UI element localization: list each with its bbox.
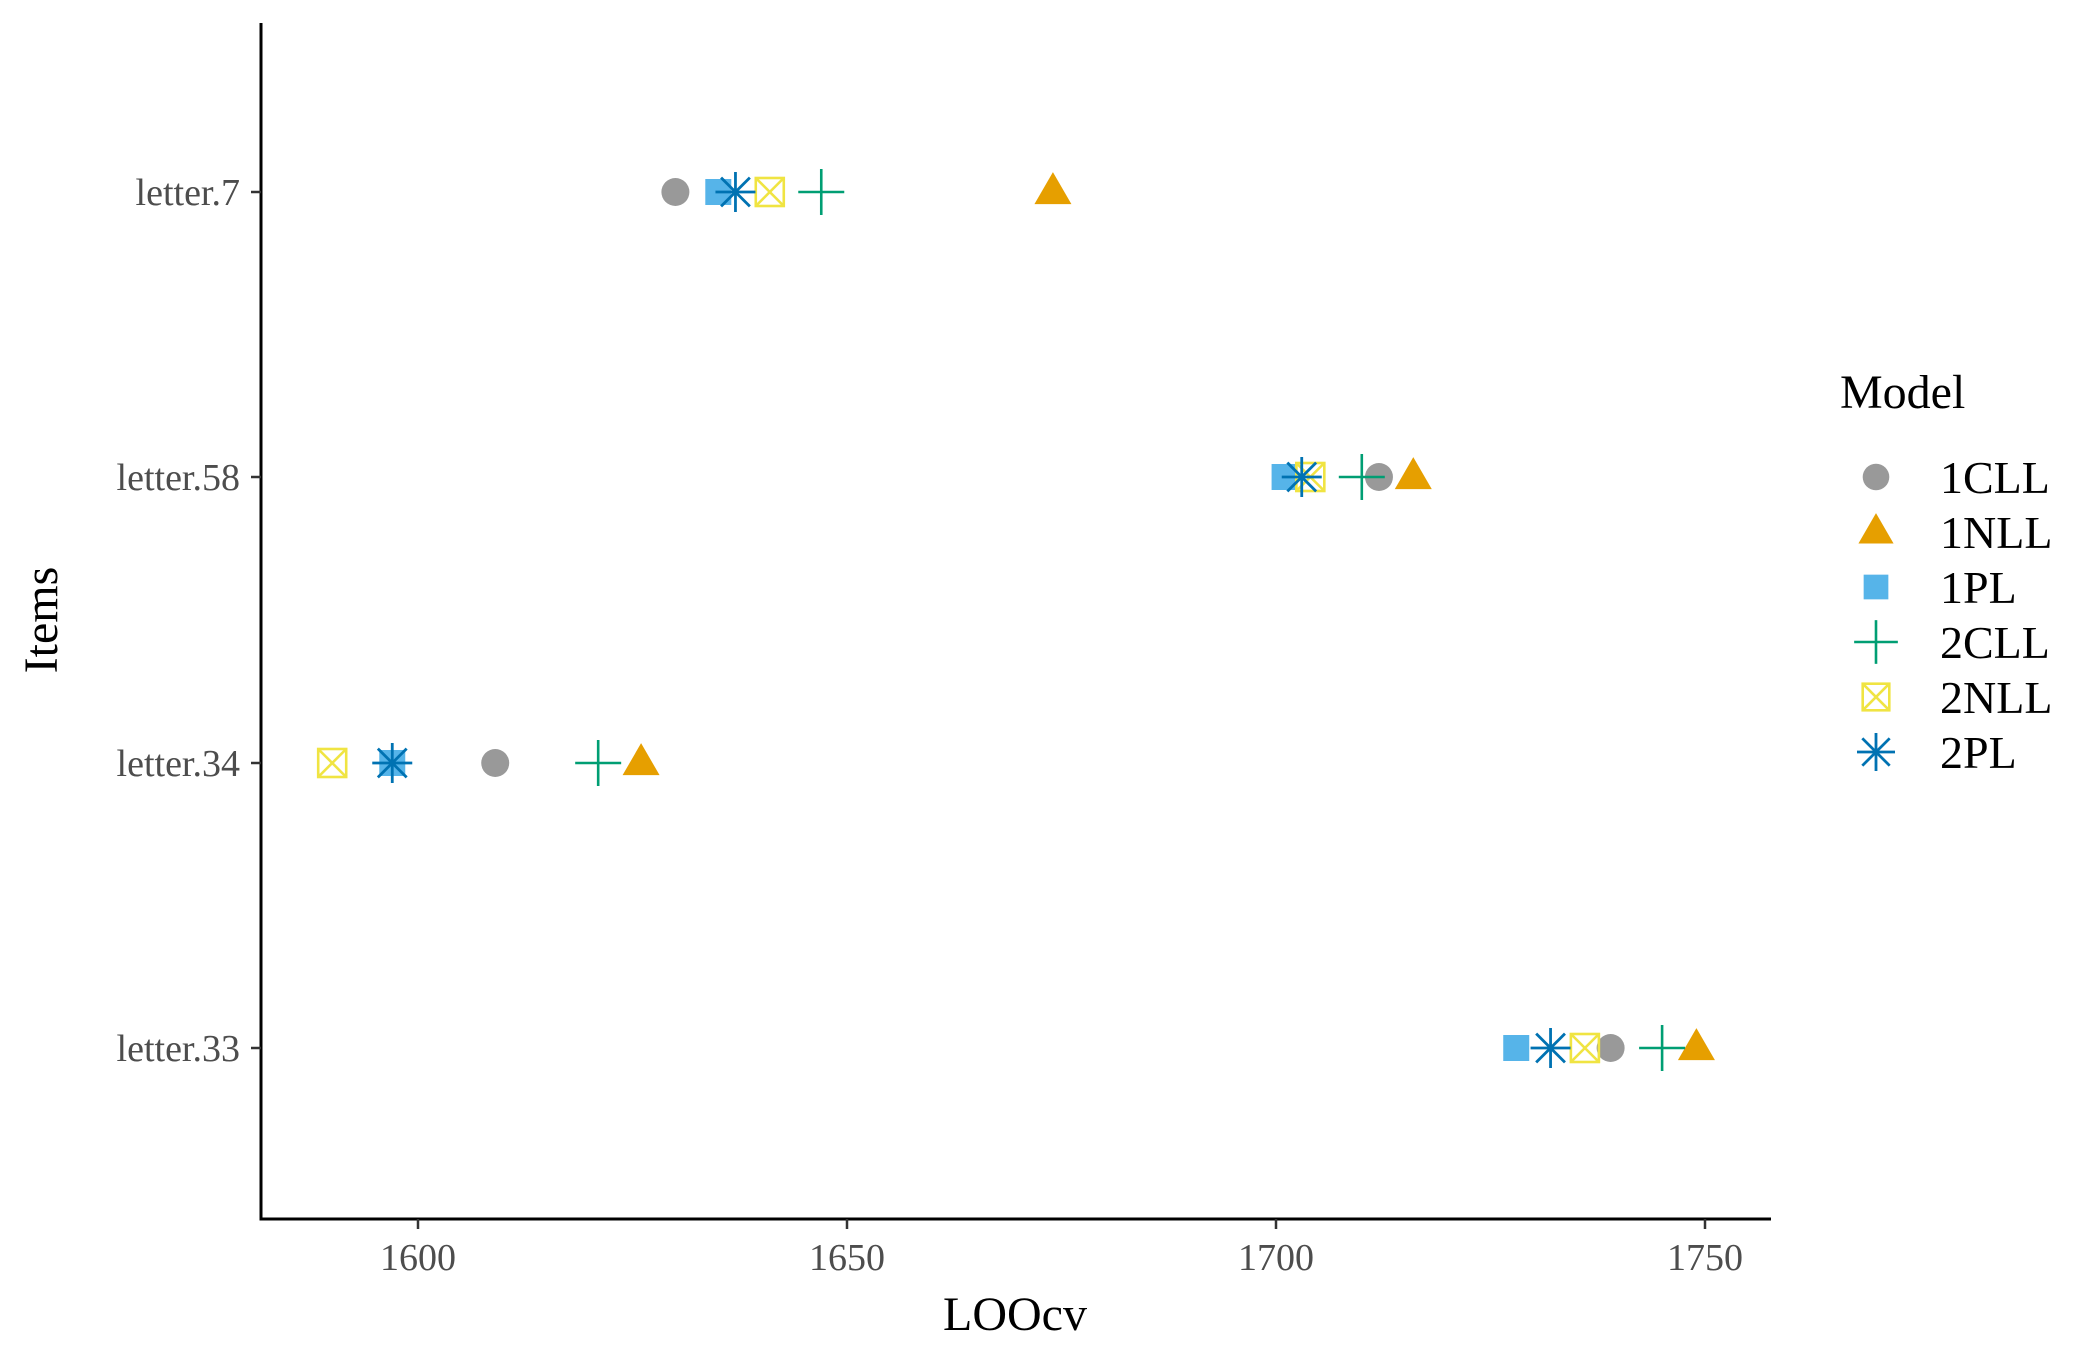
y-ticks: letter.7 letter.58 letter.34 letter.33 xyxy=(117,172,261,1070)
point-2PL-letter.33 xyxy=(1530,1028,1571,1068)
legend-label: 1CLL xyxy=(1940,452,2050,503)
legend-label: 2PL xyxy=(1940,727,2017,778)
point-2NLL-letter.33 xyxy=(1569,1032,1601,1064)
x-axis-title: LOOcv xyxy=(943,1288,1087,1341)
legend-item: 2NLL xyxy=(1861,672,2052,723)
point-2PL-letter.58 xyxy=(1281,457,1322,497)
legend-key-2CLL xyxy=(1854,620,1898,664)
point-1CLL-letter.7 xyxy=(661,178,690,206)
x-tick-label: 1750 xyxy=(1667,1237,1743,1279)
point-1NLL-letter.33 xyxy=(1677,1028,1715,1061)
point-1PL-letter.33 xyxy=(1503,1035,1530,1061)
y-tick-label: letter.7 xyxy=(136,172,240,214)
point-1NLL-letter.7 xyxy=(1034,172,1072,205)
x-ticks: 1600 1650 1700 1750 xyxy=(380,1219,1743,1279)
point-1NLL-letter.34 xyxy=(622,743,660,776)
x-tick-label: 1600 xyxy=(380,1237,456,1279)
legend-item: 2PL xyxy=(1857,727,2017,778)
legend-key-1CLL xyxy=(1862,463,1890,491)
axes xyxy=(259,23,1771,1221)
legend-label: 1PL xyxy=(1940,562,2017,613)
point-2NLL-letter.34 xyxy=(316,747,348,779)
point-2CLL-letter.33 xyxy=(1639,1025,1686,1071)
y-tick-label: letter.58 xyxy=(117,457,240,499)
point-2CLL-letter.7 xyxy=(798,169,845,215)
legend-title: Model xyxy=(1840,366,1965,419)
y-tick-label: letter.34 xyxy=(117,743,240,785)
legend-key-2PL xyxy=(1857,733,1895,771)
legend-key-1PL xyxy=(1863,574,1889,600)
legend-key-1NLL xyxy=(1858,513,1894,544)
point-2CLL-letter.34 xyxy=(575,740,622,786)
legend-item: 1CLL xyxy=(1862,452,2050,503)
legend-key-2NLL xyxy=(1861,682,1891,712)
point-2CLL-letter.58 xyxy=(1338,454,1385,500)
legend-item: 1PL xyxy=(1863,562,2017,613)
point-2PL-letter.34 xyxy=(372,743,413,783)
point-1CLL-letter.34 xyxy=(481,749,510,777)
legend-item: 1NLL xyxy=(1858,507,2052,558)
point-2PL-letter.7 xyxy=(715,172,756,212)
y-axis-title: Items xyxy=(15,567,68,674)
y-tick-label: letter.33 xyxy=(117,1028,240,1070)
data-points xyxy=(316,169,1715,1071)
point-1NLL-letter.58 xyxy=(1394,457,1432,490)
legend-label: 1NLL xyxy=(1940,507,2052,558)
x-tick-label: 1650 xyxy=(809,1237,885,1279)
point-2NLL-letter.7 xyxy=(754,176,786,208)
point-1CLL-letter.33 xyxy=(1596,1034,1625,1062)
legend-item: 2CLL xyxy=(1854,617,2050,668)
legend-label: 2NLL xyxy=(1940,672,2052,723)
legend-label: 2CLL xyxy=(1940,617,2050,668)
x-tick-label: 1700 xyxy=(1238,1237,1314,1279)
